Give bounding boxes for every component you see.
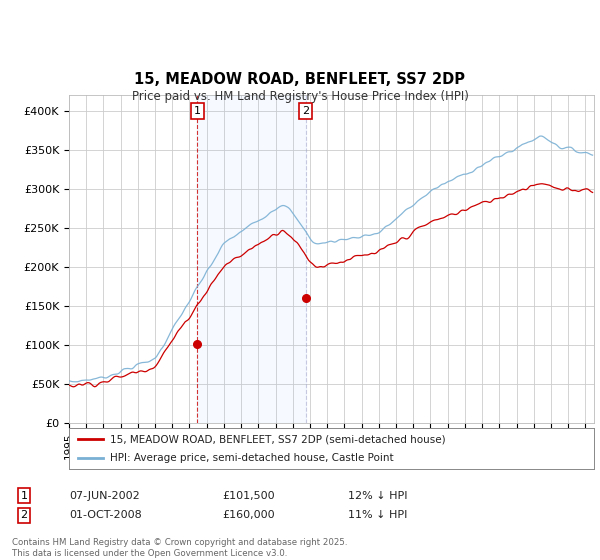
Text: 1: 1 <box>20 491 28 501</box>
Text: 2: 2 <box>20 510 28 520</box>
Bar <box>197 95 305 423</box>
Text: £160,000: £160,000 <box>222 510 275 520</box>
Text: 01-OCT-2008: 01-OCT-2008 <box>69 510 142 520</box>
Text: 15, MEADOW ROAD, BENFLEET, SS7 2DP: 15, MEADOW ROAD, BENFLEET, SS7 2DP <box>134 72 466 87</box>
Text: HPI: Average price, semi-detached house, Castle Point: HPI: Average price, semi-detached house,… <box>110 453 394 463</box>
Text: £101,500: £101,500 <box>222 491 275 501</box>
Text: 11% ↓ HPI: 11% ↓ HPI <box>348 510 407 520</box>
Text: 15, MEADOW ROAD, BENFLEET, SS7 2DP (semi-detached house): 15, MEADOW ROAD, BENFLEET, SS7 2DP (semi… <box>110 435 446 444</box>
Text: Price paid vs. HM Land Registry's House Price Index (HPI): Price paid vs. HM Land Registry's House … <box>131 90 469 102</box>
Text: 2: 2 <box>302 106 309 116</box>
Text: 07-JUN-2002: 07-JUN-2002 <box>69 491 140 501</box>
Text: 1: 1 <box>194 106 201 116</box>
Text: 12% ↓ HPI: 12% ↓ HPI <box>348 491 407 501</box>
Text: Contains HM Land Registry data © Crown copyright and database right 2025.
This d: Contains HM Land Registry data © Crown c… <box>12 538 347 558</box>
